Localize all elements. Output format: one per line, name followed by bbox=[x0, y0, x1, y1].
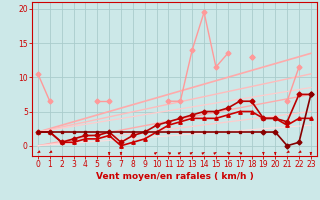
X-axis label: Vent moyen/en rafales ( km/h ): Vent moyen/en rafales ( km/h ) bbox=[96, 172, 253, 181]
